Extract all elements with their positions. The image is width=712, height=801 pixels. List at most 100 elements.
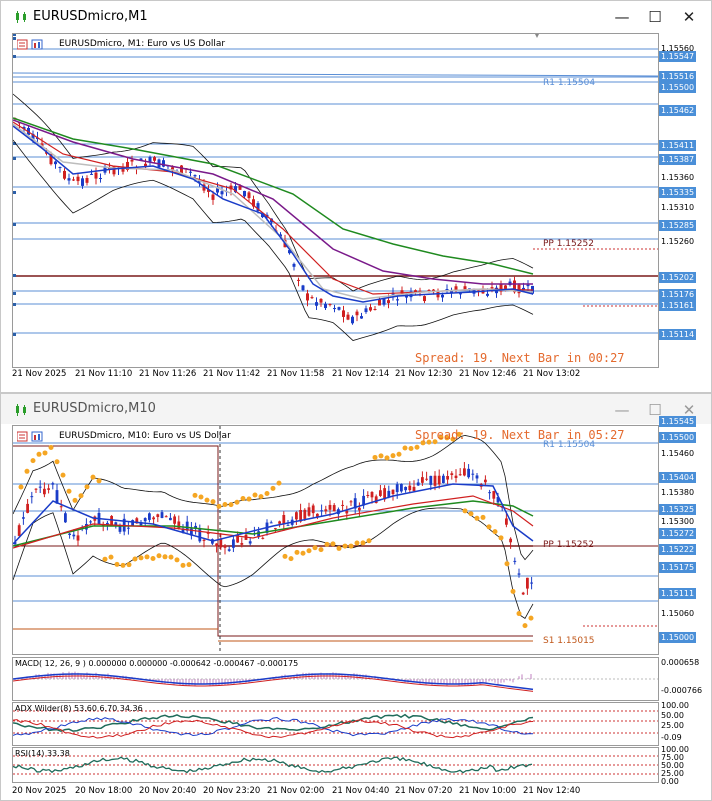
parabolic-sar-dot: [198, 494, 204, 500]
candle: [382, 298, 386, 305]
price-plot-m1[interactable]: [13, 34, 659, 368]
parabolic-sar-dot: [246, 496, 252, 502]
candle: [387, 300, 390, 303]
parabolic-sar-dot: [312, 545, 318, 551]
candle: [379, 490, 382, 496]
candle: [135, 518, 139, 524]
parabolic-sar-dot: [348, 543, 354, 549]
title-bar[interactable]: EURUSDmicro,M10 — ☐ ✕: [1, 394, 711, 424]
close-button[interactable]: ✕: [682, 8, 696, 26]
candlestick-icon: [16, 11, 26, 23]
price-label: 1.15411: [659, 140, 697, 151]
price-label: 1.15060: [661, 609, 695, 618]
candle: [404, 486, 407, 491]
candle: [127, 527, 130, 529]
adx-scale-100: 100.00: [661, 701, 689, 710]
candle: [160, 512, 164, 518]
candle: [496, 497, 500, 503]
macd-subwindow[interactable]: MACD( 12, 26, 9 ) 0.000000 0.000000 -0.0…: [12, 657, 659, 701]
candle: [278, 521, 281, 524]
price-label: 1.15222: [659, 544, 697, 555]
parabolic-sar-dot: [438, 434, 444, 440]
candle: [173, 516, 176, 524]
adx-subwindow[interactable]: ADX Wilder(8) 53.60 6.70 34.36: [12, 702, 659, 746]
candle: [47, 488, 50, 490]
parabolic-sar-dot: [78, 493, 84, 499]
price-chart-m10[interactable]: EURUSDmicro, M10: Euro vs US Dollar Spre…: [12, 425, 659, 655]
candle: [414, 290, 417, 293]
title-bar[interactable]: EURUSDmicro,M1 — ☐ ✕: [1, 1, 711, 33]
parabolic-sar-dot: [528, 615, 534, 621]
candle: [219, 538, 223, 548]
parabolic-sar-dot: [42, 450, 48, 456]
candle: [189, 171, 192, 173]
candle: [257, 531, 260, 538]
parabolic-sar-dot: [72, 497, 78, 503]
pivot-r1-label: R1 1.15504: [543, 440, 596, 450]
parabolic-sar-dot: [318, 547, 324, 553]
candle: [391, 489, 395, 495]
parabolic-sar-dot: [474, 515, 480, 521]
parabolic-sar-dot: [402, 445, 408, 451]
candle: [366, 494, 370, 496]
maximize-button[interactable]: ☐: [648, 401, 662, 419]
parabolic-sar-dot: [498, 535, 504, 541]
candle: [521, 592, 525, 595]
price-label: 1.15161: [659, 300, 697, 311]
candle: [112, 166, 116, 175]
candle: [185, 521, 189, 531]
adx-label: ADX Wilder(8) 53.60 6.70 34.36: [15, 704, 143, 713]
candle: [303, 509, 307, 519]
parabolic-sar-dot: [408, 445, 414, 451]
chart-menu-icons[interactable]: [17, 39, 53, 51]
time-label: 21 Nov 13:02: [523, 369, 581, 379]
parabolic-sar-dot: [504, 561, 510, 567]
price-label: 1.15176: [659, 289, 697, 300]
rsi-line: [13, 756, 533, 774]
candle: [43, 488, 46, 495]
candle: [215, 543, 218, 547]
chart-window-m10[interactable]: EURUSDmicro,M10 — ☐ ✕ EURUSDmicro, M10: …: [0, 393, 712, 801]
candle: [67, 178, 71, 181]
candle: [247, 192, 251, 199]
candle: [72, 179, 75, 181]
candle: [190, 528, 193, 536]
chart-menu-icons[interactable]: [17, 431, 53, 443]
parabolic-sar-dot: [354, 540, 360, 546]
time-label: 21 Nov 10:00: [459, 786, 517, 796]
candle: [307, 507, 311, 516]
price-label: 1.15547: [659, 51, 697, 62]
candle: [94, 172, 98, 179]
candle: [143, 518, 147, 522]
candle: [351, 316, 354, 324]
rsi-subwindow[interactable]: RSI(14) 33.38: [12, 747, 659, 783]
minimize-button[interactable]: —: [614, 8, 630, 26]
candle: [400, 290, 404, 294]
maximize-button[interactable]: ☐: [648, 8, 662, 26]
candle: [34, 488, 38, 490]
level-line: [13, 72, 658, 77]
time-label: 21 Nov 12:40: [523, 786, 581, 796]
candle: [315, 302, 318, 306]
candle: [409, 291, 413, 298]
ma-green: [13, 117, 534, 275]
time-label: 21 Nov 12:14: [332, 369, 390, 379]
parabolic-sar-dot: [150, 556, 156, 562]
candle: [171, 167, 174, 171]
bollinger-upper: [13, 93, 534, 292]
parabolic-sar-dot: [66, 488, 72, 494]
ma-grey: [13, 123, 534, 300]
candle: [360, 316, 363, 319]
price-chart-m1[interactable]: EURUSDmicro, M1: Euro vs US Dollar R1 1.…: [12, 33, 659, 368]
parabolic-sar-dot: [54, 459, 60, 465]
minimize-button[interactable]: —: [614, 401, 630, 419]
chart-window-m1[interactable]: EURUSDmicro,M1 — ☐ ✕ EURUSDmicro, M1: Eu…: [0, 0, 712, 393]
parabolic-sar-dot: [216, 503, 222, 509]
candle: [17, 525, 21, 536]
price-plot-m10[interactable]: [13, 426, 659, 655]
close-button[interactable]: ✕: [682, 401, 696, 419]
price-label: 1.15175: [659, 562, 697, 573]
parabolic-sar-dot: [144, 554, 150, 560]
parabolic-sar-dot: [342, 543, 348, 549]
candle: [227, 549, 231, 551]
